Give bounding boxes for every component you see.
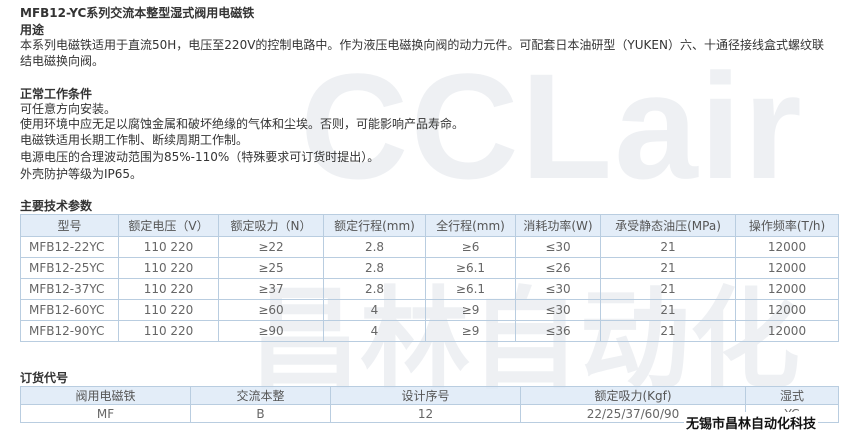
condition-line: 可任意方向安装。 [20, 102, 117, 116]
table-cell: 2.8 [323, 278, 426, 300]
table-row: MFB12-90YC 110 220 ≥90 4 ≥9 ≤36 21 12000 [20, 320, 839, 342]
table-cell: 12 [330, 404, 521, 423]
table-cell: MF [20, 404, 191, 423]
table-cell: ≤30 [515, 236, 601, 258]
table-cell: ≤36 [515, 320, 601, 342]
header-cell: 额定行程(mm) [323, 214, 426, 237]
header-cell: 设计序号 [330, 386, 521, 405]
table-cell: MFB12-37YC [20, 278, 119, 300]
section-heading: 用途 [20, 23, 45, 37]
table-cell: 110 220 [118, 299, 219, 321]
table-cell: 12000 [735, 257, 839, 279]
header-cell: 额定吸力（N） [218, 214, 324, 237]
table-cell: ≥6.1 [425, 257, 516, 279]
table-cell: ≥60 [218, 299, 324, 321]
table-cell: ≥22 [218, 236, 324, 258]
table-row: MFB12-22YC 110 220 ≥22 2.8 ≥6 ≤30 21 12000 [20, 236, 839, 258]
company-label: 无锡市昌林自动化科技 [684, 412, 819, 433]
table-cell: 12000 [735, 278, 839, 300]
table-cell: ≥25 [218, 257, 324, 279]
table-row: MFB12-37YC 110 220 ≥37 2.8 ≥6.1 ≤30 21 12000 [20, 278, 839, 300]
table-cell: 21 [600, 236, 736, 258]
section-heading: 主要技术参数 [20, 199, 93, 213]
table-cell: 21 [600, 299, 736, 321]
header-cell: 湿式 [745, 386, 839, 405]
table-cell: 4 [323, 320, 426, 342]
table-cell: ≥37 [218, 278, 324, 300]
table-cell: 21 [600, 278, 736, 300]
table-cell: 110 220 [118, 320, 219, 342]
table-row: MFB12-60YC 110 220 ≥60 4 ≥9 ≤30 21 12000 [20, 299, 839, 321]
spec-table: 型号 额定电压（V） 额定吸力（N） 额定行程(mm) 全行程(mm) 消耗功率(W) 承受… [20, 214, 839, 342]
condition-line: 使用环境中应无足以腐蚀金属和破坏绝缘的气体和尘埃。否则，可能影响产品寿命。 [20, 117, 465, 131]
table-cell: MFB12-22YC [20, 236, 119, 258]
header-cell: 型号 [20, 214, 119, 237]
table-cell: 4 [323, 299, 426, 321]
header-cell: 全行程(mm) [425, 214, 516, 237]
table-cell: ≥9 [425, 320, 516, 342]
header-row: 型号 额定电压（V） 额定吸力（N） 额定行程(mm) 全行程(mm) 消耗功率(W) 承受… [20, 214, 839, 237]
table-cell: 12000 [735, 299, 839, 321]
header-cell: 操作频率(T/h) [735, 214, 839, 237]
table-cell: MFB12-90YC [20, 320, 119, 342]
table-row: MFB12-25YC 110 220 ≥25 2.8 ≥6.1 ≤26 21 12000 [20, 257, 839, 279]
condition-line: 电源电压的合理波动范围为85%-110%（特殊要求可订货时提出）。 [20, 150, 380, 164]
table-cell: 110 220 [118, 278, 219, 300]
table-cell: 2.8 [323, 257, 426, 279]
table-cell: 12000 [735, 236, 839, 258]
title: MFB12-YC系列交流本整型湿式阀用电磁铁 [20, 6, 255, 20]
table-cell: ≥6 [425, 236, 516, 258]
section-heading: 正常工作条件 [20, 87, 93, 101]
table-cell: B [190, 404, 331, 423]
table-cell: 21 [600, 320, 736, 342]
table-cell: 110 220 [118, 257, 219, 279]
header-cell: 承受静态油压(MPa) [600, 214, 736, 237]
table-cell: ≤30 [515, 278, 601, 300]
table-cell: 2.8 [323, 236, 426, 258]
table-cell: ≥6.1 [425, 278, 516, 300]
header-cell: 阀用电磁铁 [20, 386, 191, 405]
table-cell: ≤30 [515, 299, 601, 321]
condition-line: 电磁铁适用长期工作制、断续周期工作制。 [20, 133, 249, 147]
header-cell: 额定电压（V） [118, 214, 219, 237]
header-row: 阀用电磁铁 交流本整 设计序号 额定吸力(Kgf) 湿式 [20, 386, 839, 405]
table-cell: 21 [600, 257, 736, 279]
paragraph: 本系列电磁铁适用于直流50H，电压至220V的控制电路中。作为液压电磁换向阀的动… [20, 38, 824, 68]
header-cell: 消耗功率(W) [515, 214, 601, 237]
table-cell: ≥90 [218, 320, 324, 342]
table-cell: ≥9 [425, 299, 516, 321]
header-cell: 交流本整 [190, 386, 331, 405]
order-table: 阀用电磁铁 交流本整 设计序号 额定吸力(Kgf) 湿式 MF B 12 22/25/37/60… [20, 386, 839, 423]
table-cell: 12000 [735, 320, 839, 342]
section-heading: 订货代号 [20, 371, 69, 385]
table-cell: 110 220 [118, 236, 219, 258]
table-cell: MFB12-60YC [20, 299, 119, 321]
header-cell: 额定吸力(Kgf) [520, 386, 746, 405]
watermark-logo: CCLair [300, 42, 804, 210]
table-cell: ≤26 [515, 257, 601, 279]
table-cell: MFB12-25YC [20, 257, 119, 279]
condition-line: 外壳防护等级为IP65。 [20, 167, 143, 181]
